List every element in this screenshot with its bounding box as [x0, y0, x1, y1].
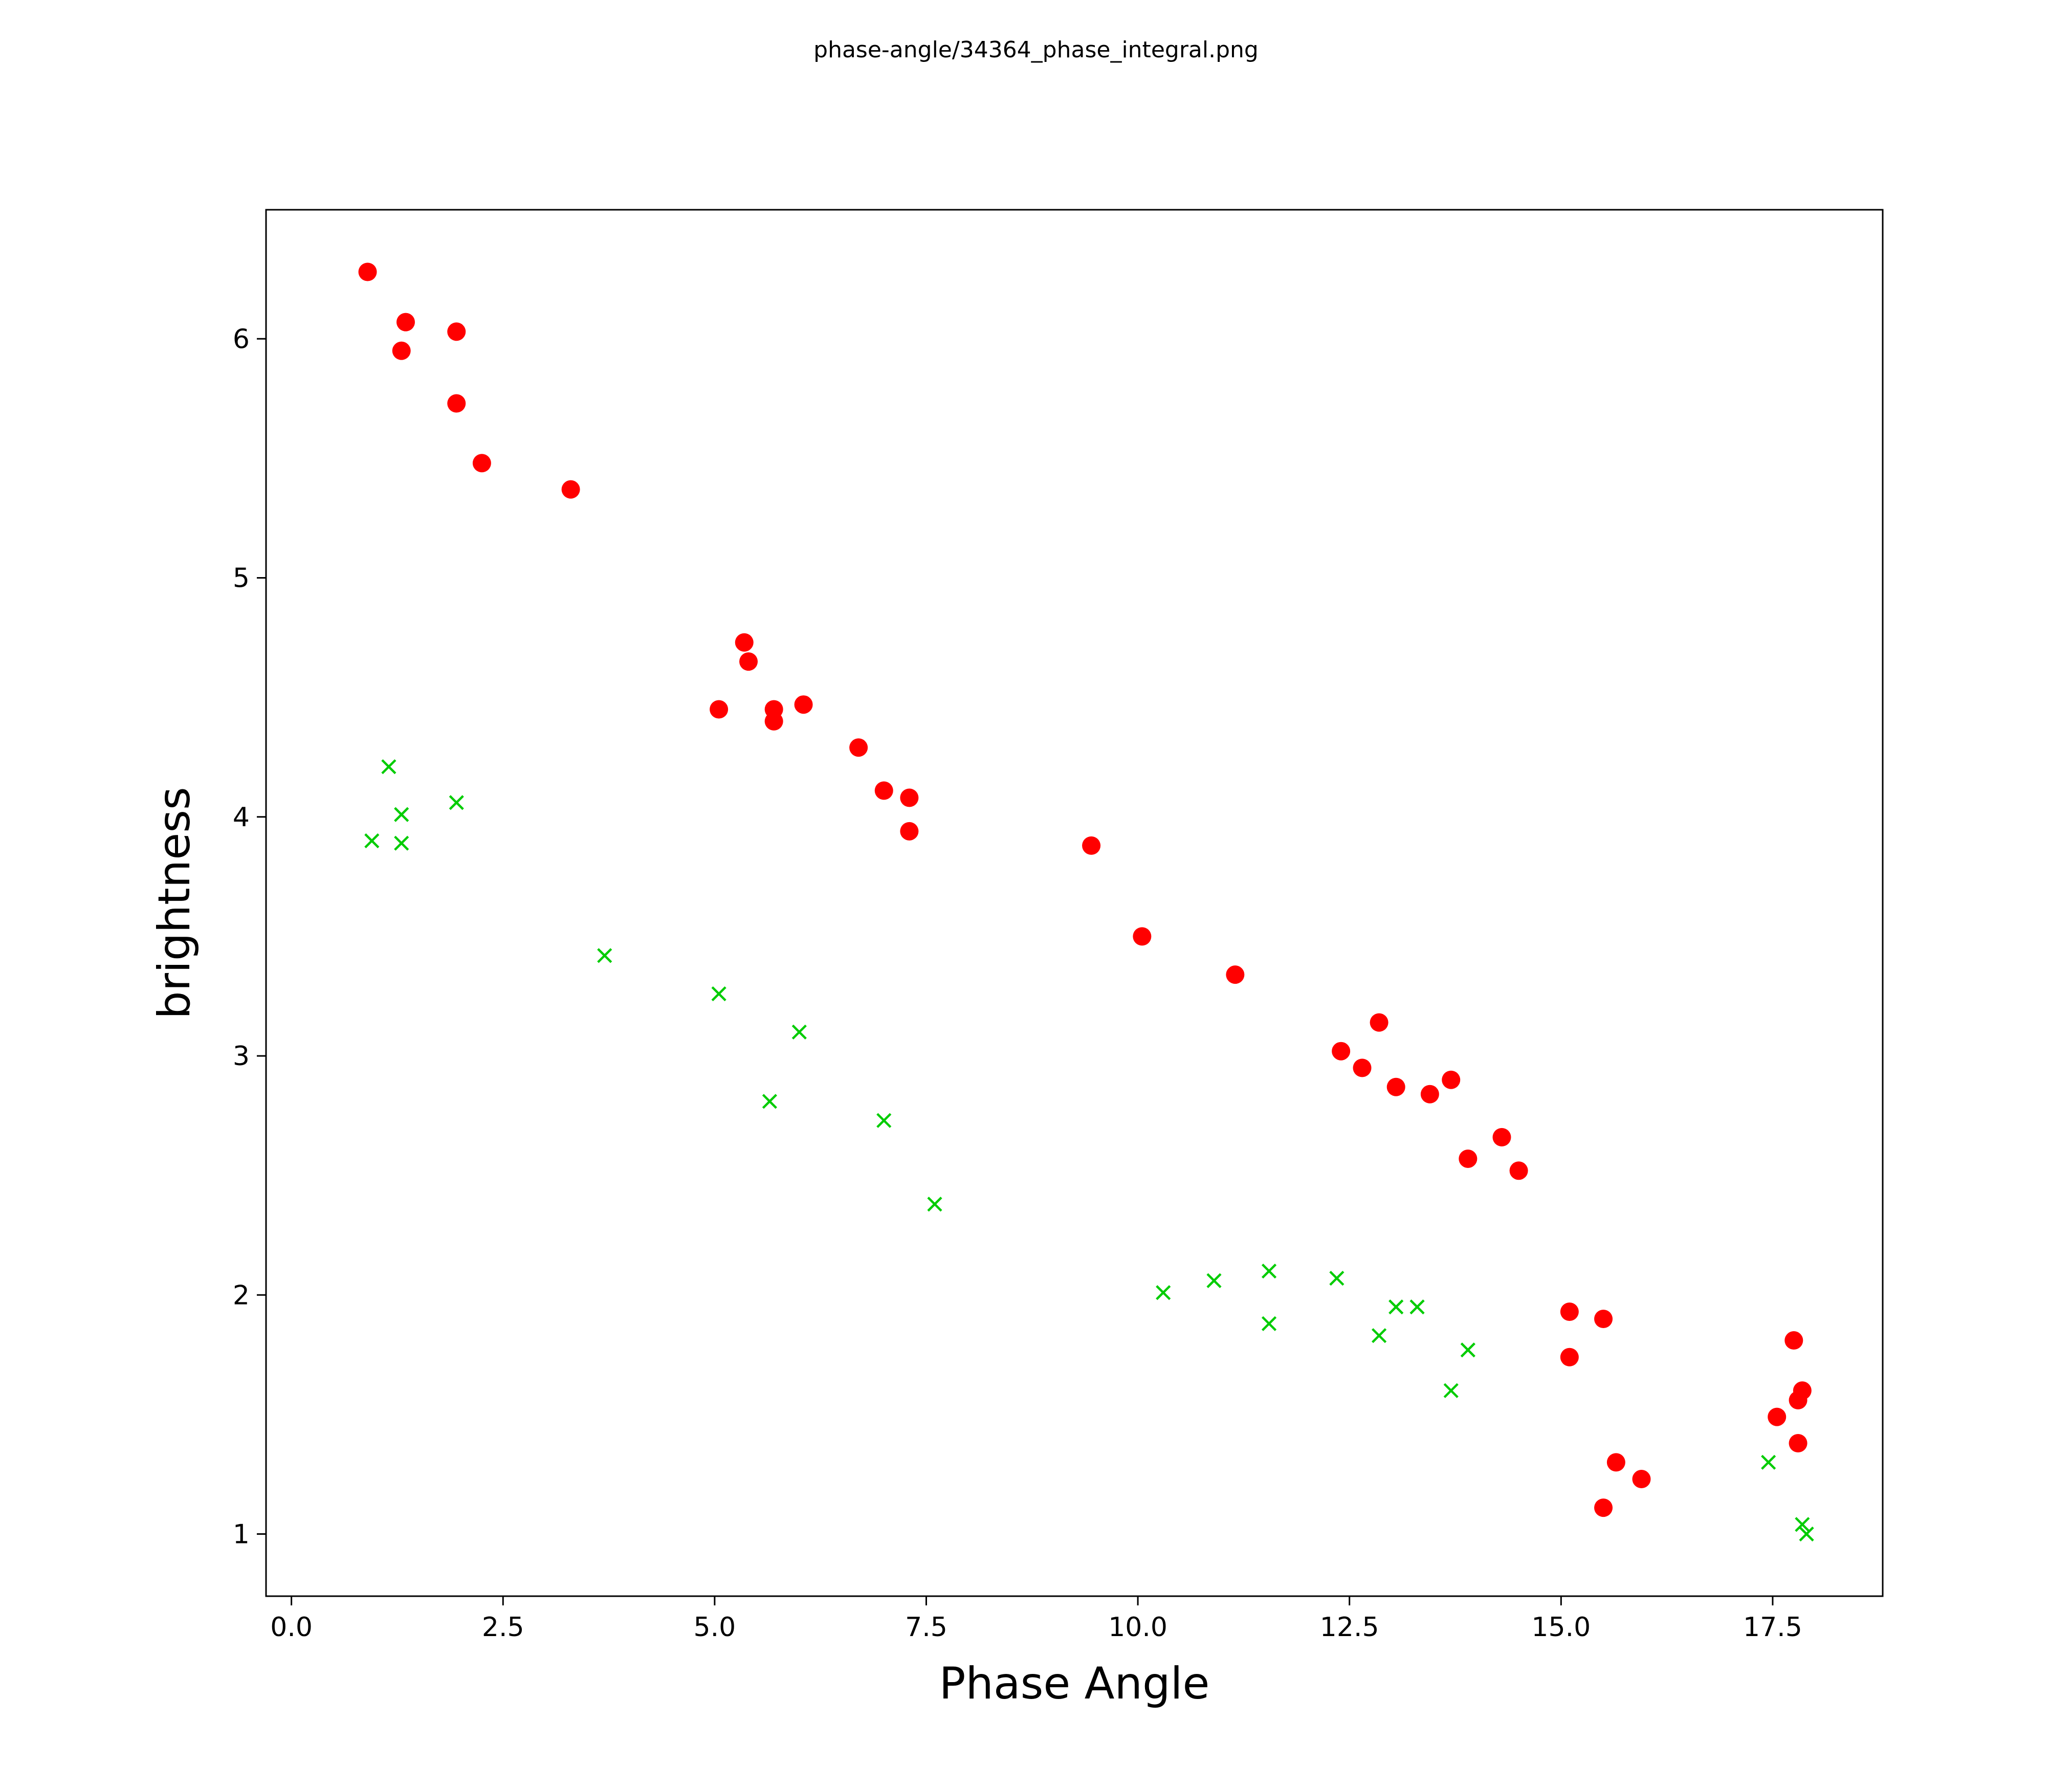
data-point-red-circles	[472, 454, 491, 473]
data-point-red-circles	[1632, 1470, 1651, 1489]
x-tick-label: 7.5	[905, 1612, 947, 1643]
data-point-red-circles	[1226, 965, 1245, 984]
data-point-red-circles	[1370, 1013, 1388, 1032]
data-point-green-crosses	[876, 1113, 892, 1128]
y-axis-label: brightness	[149, 787, 200, 1019]
x-tick-label: 15.0	[1531, 1612, 1591, 1643]
data-point-red-circles	[1784, 1331, 1803, 1350]
data-point-red-circles	[1768, 1407, 1787, 1426]
data-point-green-crosses	[1388, 1299, 1404, 1315]
data-point-green-crosses	[791, 1024, 807, 1040]
data-point-red-circles	[1606, 1453, 1625, 1472]
data-point-red-circles	[1509, 1161, 1528, 1180]
data-point-red-circles	[1420, 1085, 1439, 1104]
data-point-red-circles	[561, 480, 580, 499]
data-point-red-circles	[764, 712, 783, 731]
data-point-red-circles	[1133, 927, 1152, 946]
data-point-red-circles	[1459, 1149, 1478, 1168]
y-tick-label: 2	[233, 1280, 250, 1311]
y-tick-label: 5	[233, 563, 250, 594]
data-point-green-crosses	[597, 948, 612, 963]
data-point-green-crosses	[1206, 1273, 1222, 1288]
y-tick-label: 4	[233, 802, 250, 833]
axes-frame	[265, 209, 1884, 1597]
y-tick-label: 1	[233, 1519, 250, 1550]
data-point-red-circles	[739, 652, 758, 671]
data-point-red-circles	[900, 788, 919, 807]
data-point-red-circles	[1560, 1348, 1579, 1366]
data-point-green-crosses	[449, 795, 464, 810]
data-point-red-circles	[1594, 1498, 1613, 1517]
x-tick-label: 5.0	[694, 1612, 736, 1643]
x-axis-label: Phase Angle	[939, 1658, 1210, 1709]
x-tick-label: 17.5	[1743, 1612, 1802, 1643]
x-tick-label: 2.5	[482, 1612, 524, 1643]
data-point-green-crosses	[927, 1197, 942, 1212]
data-point-red-circles	[392, 341, 411, 360]
data-point-green-crosses	[1261, 1263, 1277, 1279]
data-point-green-crosses	[1799, 1526, 1814, 1542]
data-point-green-crosses	[1372, 1328, 1387, 1343]
data-point-red-circles	[1789, 1391, 1808, 1409]
data-point-green-crosses	[711, 986, 726, 1002]
data-point-red-circles	[735, 633, 754, 652]
data-point-red-circles	[1789, 1433, 1808, 1452]
data-point-green-crosses	[1761, 1454, 1776, 1470]
data-point-red-circles	[447, 322, 466, 341]
chart-title: phase-angle/34364_phase_integral.png	[813, 37, 1259, 63]
data-point-green-crosses	[381, 759, 396, 775]
data-point-red-circles	[710, 700, 729, 719]
data-point-red-circles	[1386, 1077, 1405, 1096]
data-point-red-circles	[447, 394, 466, 413]
data-point-green-crosses	[1795, 1517, 1810, 1532]
data-point-green-crosses	[1329, 1270, 1344, 1286]
data-point-red-circles	[794, 695, 813, 714]
y-tick-label: 6	[233, 324, 250, 355]
x-tick-label: 0.0	[270, 1612, 313, 1643]
data-point-red-circles	[1082, 836, 1101, 855]
data-point-green-crosses	[762, 1094, 777, 1109]
data-point-red-circles	[1353, 1058, 1372, 1077]
data-point-green-crosses	[364, 833, 380, 849]
data-point-red-circles	[874, 781, 893, 800]
data-point-green-crosses	[394, 807, 409, 822]
data-point-red-circles	[1492, 1128, 1511, 1146]
data-point-green-crosses	[1443, 1383, 1459, 1398]
data-point-green-crosses	[1261, 1316, 1277, 1331]
data-point-red-circles	[396, 313, 415, 332]
data-point-red-circles	[1332, 1042, 1351, 1061]
data-point-green-crosses	[1460, 1342, 1475, 1358]
x-tick-label: 12.5	[1320, 1612, 1379, 1643]
data-point-red-circles	[358, 262, 377, 281]
y-tick-label: 3	[233, 1041, 250, 1072]
data-point-red-circles	[1442, 1070, 1461, 1089]
data-point-red-circles	[1594, 1310, 1613, 1328]
data-point-green-crosses	[1156, 1285, 1171, 1300]
data-point-red-circles	[849, 738, 868, 757]
data-point-green-crosses	[1409, 1299, 1425, 1315]
data-point-red-circles	[900, 822, 919, 841]
data-point-green-crosses	[394, 835, 409, 851]
x-tick-label: 10.0	[1108, 1612, 1167, 1643]
data-point-red-circles	[1560, 1302, 1579, 1321]
